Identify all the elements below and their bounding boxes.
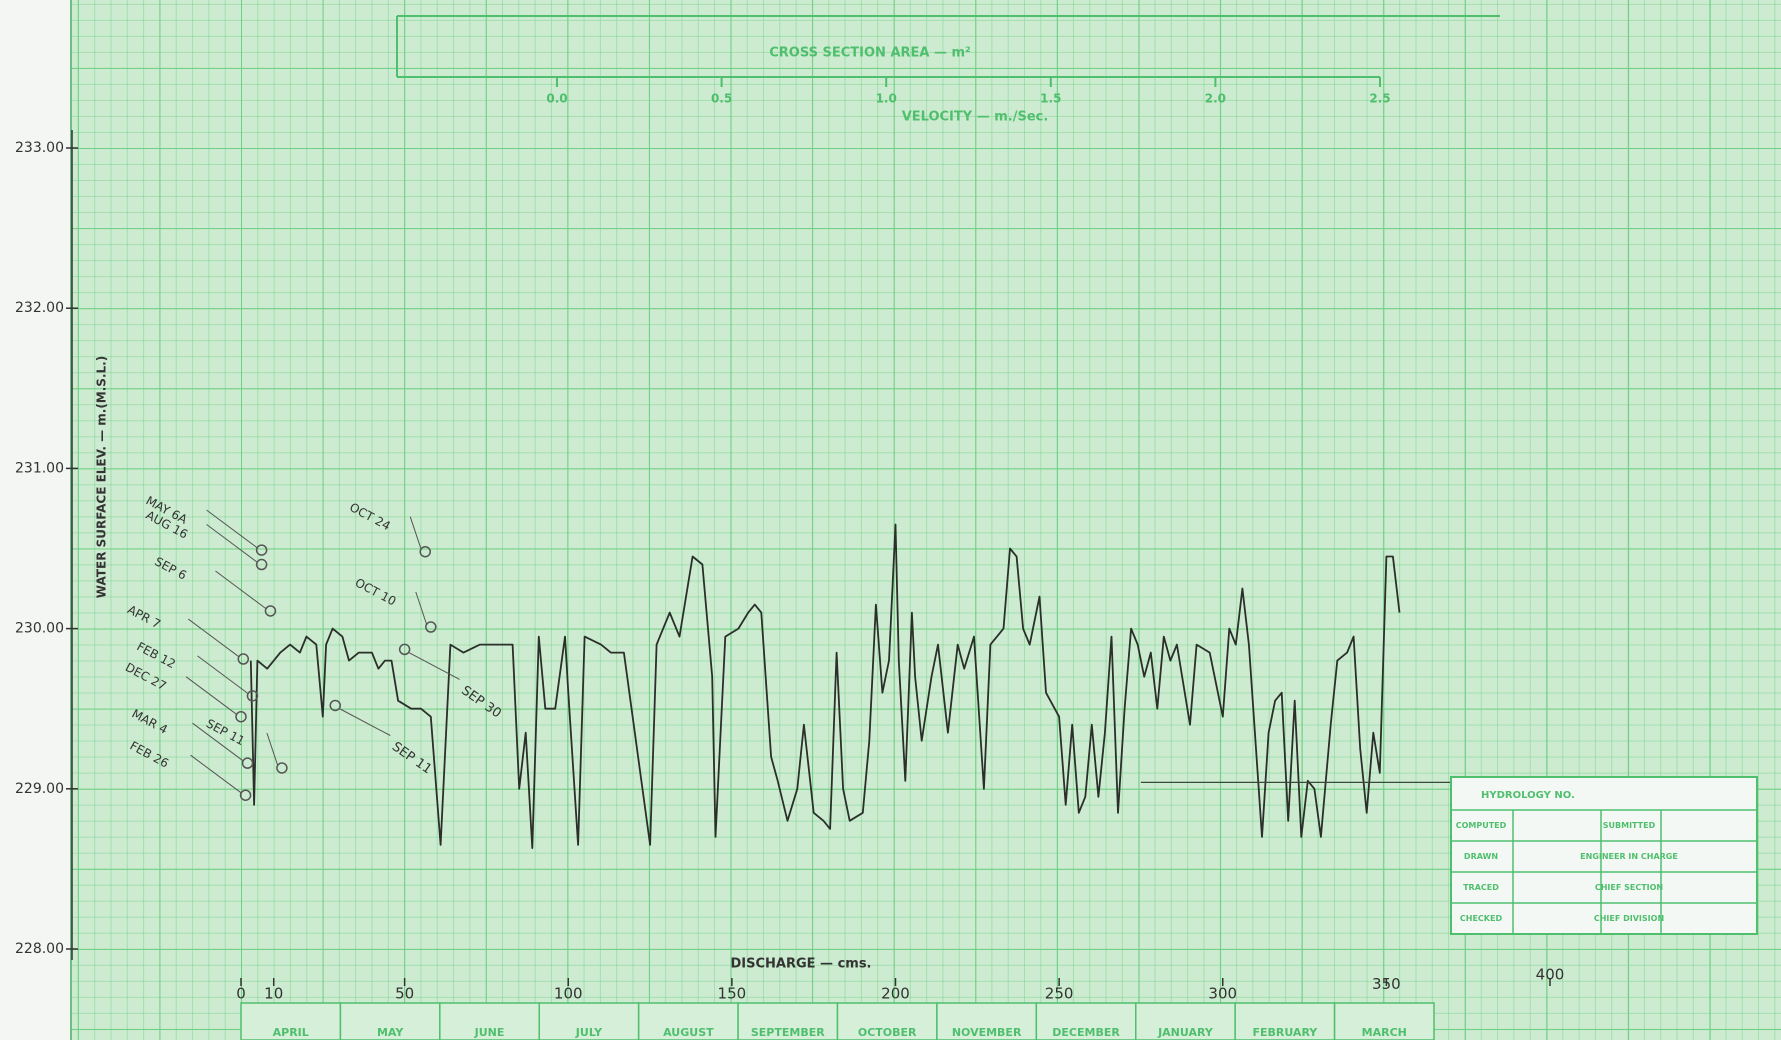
- month-cell: [439, 1002, 541, 1040]
- month-label: DECEMBER: [1052, 1026, 1120, 1039]
- month-cell: [1035, 1002, 1137, 1040]
- reading-point: [255, 544, 268, 556]
- month-label: MAY: [377, 1026, 404, 1039]
- y-tick-label: 229.00: [15, 781, 64, 797]
- reading-point: [237, 653, 250, 665]
- x-tick-label: 250: [1045, 985, 1074, 1003]
- reading-point: [276, 762, 288, 774]
- reading-label: SEP 11: [389, 739, 434, 777]
- month-label: AUGUST: [663, 1026, 714, 1039]
- month-label: OCTOBER: [858, 1026, 917, 1039]
- title-block-label: DRAWN: [1464, 852, 1498, 861]
- top-title: CROSS SECTION AREA — m²: [769, 46, 971, 61]
- reading-point: [255, 558, 268, 571]
- month-label: NOVEMBER: [952, 1026, 1022, 1039]
- y-tick-label: 232.00: [15, 300, 64, 316]
- series-line: [249, 523, 1401, 849]
- reading-label: OCT 24: [347, 500, 393, 533]
- velocity-tick-label: 2.0: [1205, 92, 1226, 106]
- x-tick-label: 0: [236, 985, 246, 1003]
- month-cell: [1135, 1002, 1236, 1040]
- reading-point: [239, 789, 252, 801]
- title-block-heading: HYDROLOGY NO.: [1481, 790, 1575, 801]
- month-label: SEPTEMBER: [751, 1026, 825, 1039]
- velocity-label: VELOCITY — m./Sec.: [902, 110, 1049, 125]
- reading-label: APR 7: [125, 602, 163, 631]
- month-cell: [936, 1002, 1038, 1040]
- velocity-tick-label: 0.5: [711, 92, 732, 106]
- month-label: JUNE: [474, 1026, 505, 1039]
- leader: [409, 516, 422, 550]
- reading-label: SEP 6: [152, 554, 188, 582]
- x-tick-label: 300: [1208, 985, 1237, 1003]
- title-block-label: CHIEF DIVISION: [1594, 914, 1664, 923]
- reading-point: [398, 643, 411, 656]
- month-cell: [836, 1002, 938, 1040]
- leader: [190, 754, 242, 794]
- title-block-label: CHIEF SECTION: [1595, 883, 1663, 892]
- reading-point: [264, 605, 277, 617]
- reading-point: [246, 690, 259, 702]
- reading-label: OCT 10: [353, 575, 399, 608]
- leader: [206, 509, 258, 549]
- month-cell: [240, 1002, 342, 1040]
- velocity-tick-label: 1.0: [876, 92, 897, 106]
- month-label: MARCH: [1362, 1026, 1407, 1039]
- leader: [408, 651, 460, 680]
- leader: [187, 618, 240, 658]
- y-tick-label: 233.00: [15, 140, 64, 156]
- x-tick-label: 100: [554, 985, 583, 1003]
- x-tick-label: 350: [1372, 975, 1401, 993]
- month-cell: [538, 1002, 640, 1040]
- margin-strip: [0, 0, 72, 1040]
- leader: [197, 655, 249, 695]
- reading-label: FEB 26: [128, 739, 171, 771]
- leader: [339, 708, 391, 736]
- reading-label: SEP 30: [458, 683, 503, 721]
- title-block-label: TRACED: [1463, 883, 1499, 892]
- y-axis-label: WATER SURFACE ELEV. — m.(M.S.L.): [95, 356, 109, 598]
- x-tick-label: 10: [264, 985, 283, 1003]
- title-block: [1450, 776, 1758, 935]
- reading-label: MAR 4: [129, 707, 169, 737]
- y-tick-label: 228.00: [15, 941, 64, 957]
- velocity-tick-label: 0.0: [546, 92, 567, 106]
- velocity-tick-label: 2.5: [1369, 92, 1390, 106]
- title-block-label: ENGINEER IN CHARGE: [1580, 852, 1678, 861]
- reading-point: [425, 621, 437, 633]
- x-tick-label: 400: [1536, 966, 1565, 984]
- leader: [192, 722, 244, 762]
- month-label: FEBRUARY: [1252, 1026, 1318, 1039]
- y-tick-label: 231.00: [15, 460, 64, 476]
- x-tick-label: 150: [718, 985, 747, 1003]
- month-label: JULY: [575, 1026, 603, 1039]
- leader: [415, 591, 428, 626]
- leader: [215, 570, 267, 610]
- title-block-label: CHECKED: [1460, 914, 1503, 923]
- y-tick-label: 230.00: [15, 621, 64, 637]
- reading-point: [241, 757, 254, 769]
- title-block-label: SUBMITTED: [1603, 821, 1656, 830]
- month-label: JANUARY: [1157, 1026, 1214, 1039]
- x-tick-label: 200: [881, 985, 910, 1003]
- month-label: APRIL: [273, 1026, 309, 1039]
- title-block-label: COMPUTED: [1456, 821, 1507, 830]
- velocity-tick-label: 1.5: [1040, 92, 1061, 106]
- leader: [185, 676, 238, 716]
- x-axis-label: DISCHARGE — cms.: [730, 957, 871, 972]
- reading-point: [329, 699, 341, 712]
- month-cell: [1234, 1002, 1336, 1040]
- leader: [266, 732, 279, 767]
- leader: [206, 524, 258, 563]
- month-cell: [1333, 1002, 1435, 1040]
- reading-point: [419, 545, 431, 558]
- x-tick-label: 50: [395, 985, 414, 1003]
- reading-point: [235, 710, 247, 723]
